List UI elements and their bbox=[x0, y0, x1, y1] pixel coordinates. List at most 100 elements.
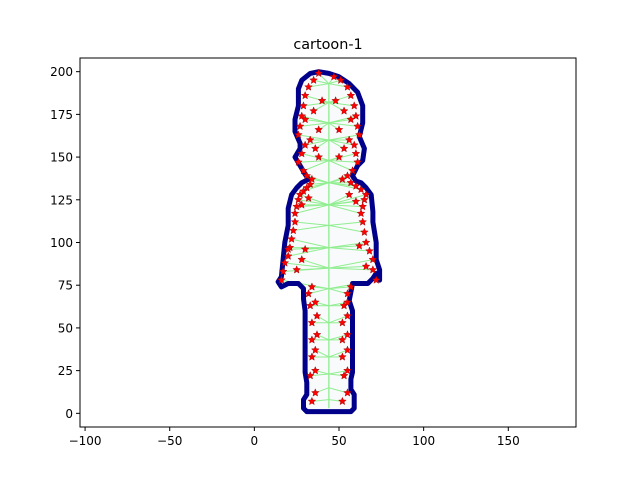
star-marker bbox=[302, 171, 312, 180]
star-marker bbox=[346, 91, 356, 100]
skeleton-connector bbox=[303, 101, 329, 107]
skeleton-connector bbox=[328, 182, 356, 187]
star-marker bbox=[343, 366, 352, 375]
skeleton-connector bbox=[328, 204, 363, 208]
star-marker bbox=[343, 311, 352, 320]
star-marker bbox=[283, 244, 293, 253]
skeleton-connector bbox=[310, 373, 329, 377]
star-marker bbox=[311, 366, 320, 375]
skeleton-connector bbox=[305, 139, 329, 146]
star-marker bbox=[343, 388, 352, 397]
star-marker bbox=[288, 226, 298, 235]
skeleton-connector bbox=[298, 199, 329, 206]
star-marker bbox=[294, 195, 303, 204]
skeleton-connector bbox=[288, 247, 329, 257]
skeleton-connector bbox=[291, 238, 329, 249]
star-marker bbox=[343, 330, 352, 339]
marker-layer bbox=[277, 68, 381, 406]
plot-area bbox=[275, 68, 383, 415]
star-marker bbox=[344, 190, 354, 199]
star-marker bbox=[365, 246, 374, 255]
skeleton-connector bbox=[294, 221, 329, 226]
skeleton-connector bbox=[294, 204, 329, 214]
star-marker bbox=[358, 217, 368, 226]
skeleton-connector bbox=[328, 204, 362, 214]
star-marker bbox=[287, 234, 296, 243]
star-marker bbox=[331, 96, 340, 105]
star-marker bbox=[343, 171, 352, 180]
skeleton-connector bbox=[328, 201, 356, 206]
star-marker bbox=[343, 82, 352, 91]
star-marker bbox=[334, 152, 344, 161]
star-marker bbox=[311, 144, 320, 153]
star-marker bbox=[312, 311, 322, 320]
skeleton-connector bbox=[328, 160, 353, 172]
star-marker bbox=[368, 255, 378, 264]
skeleton-connector bbox=[328, 349, 348, 358]
skeleton-connector bbox=[305, 119, 329, 124]
star-marker bbox=[348, 166, 357, 175]
x-tick-label: −50 bbox=[157, 434, 182, 448]
star-marker bbox=[356, 208, 366, 218]
star-marker bbox=[338, 318, 347, 327]
star-marker bbox=[349, 140, 359, 149]
star-marker bbox=[290, 208, 300, 218]
star-marker bbox=[300, 91, 310, 100]
skeleton-connector bbox=[305, 247, 329, 250]
x-tick-label: 50 bbox=[331, 434, 346, 448]
star-marker bbox=[277, 275, 286, 284]
y-tick-label: 0 bbox=[65, 407, 73, 421]
star-marker bbox=[307, 174, 317, 183]
star-marker bbox=[307, 282, 317, 291]
star-marker bbox=[338, 352, 347, 361]
skeleton-connector bbox=[306, 182, 329, 189]
y-tick-label: 150 bbox=[50, 151, 73, 165]
skeleton-connector bbox=[328, 265, 367, 269]
star-marker bbox=[299, 166, 308, 175]
skeleton-connector bbox=[310, 182, 329, 185]
x-tick-label: 150 bbox=[497, 434, 520, 448]
skeleton-connector bbox=[328, 267, 373, 271]
star-marker bbox=[305, 135, 315, 144]
skeleton-connector bbox=[315, 349, 330, 358]
skeleton-connector bbox=[301, 259, 329, 269]
skeleton-connector bbox=[328, 315, 348, 324]
star-marker bbox=[297, 200, 307, 209]
star-marker bbox=[371, 275, 381, 284]
skeleton-connector bbox=[296, 267, 329, 271]
star-marker bbox=[346, 114, 356, 124]
star-marker bbox=[278, 267, 288, 276]
star-marker bbox=[358, 202, 368, 211]
skeleton-connector bbox=[300, 122, 329, 127]
star-marker bbox=[346, 178, 356, 187]
y-tick-label: 50 bbox=[58, 321, 73, 335]
skeleton-connector bbox=[328, 245, 360, 249]
skeleton-connector bbox=[328, 221, 363, 226]
star-marker bbox=[311, 388, 320, 397]
star-marker bbox=[311, 297, 320, 306]
skeleton-connector bbox=[284, 262, 329, 269]
skeleton-connector bbox=[315, 301, 329, 307]
star-marker bbox=[338, 335, 347, 344]
skeleton-connector bbox=[328, 134, 360, 141]
skeleton-connector bbox=[328, 178, 343, 184]
star-marker bbox=[300, 114, 310, 124]
x-tick-label: −100 bbox=[69, 434, 102, 448]
y-tick-label: 125 bbox=[50, 193, 73, 207]
star-marker bbox=[343, 289, 352, 298]
star-marker bbox=[314, 125, 323, 134]
star-marker bbox=[338, 174, 347, 183]
star-marker bbox=[305, 179, 315, 189]
star-marker bbox=[300, 244, 310, 253]
skeleton-connector bbox=[328, 259, 373, 269]
skeleton-connector bbox=[293, 224, 329, 232]
star-marker bbox=[304, 193, 313, 202]
star-marker bbox=[351, 196, 361, 206]
star-marker bbox=[294, 157, 303, 166]
star-marker bbox=[292, 265, 301, 274]
y-axis: 0 25 50 75 100 125 150 175 200 bbox=[50, 65, 80, 421]
star-marker bbox=[343, 345, 352, 354]
star-marker bbox=[336, 75, 345, 84]
star-marker bbox=[351, 149, 361, 158]
star-marker bbox=[339, 144, 349, 153]
